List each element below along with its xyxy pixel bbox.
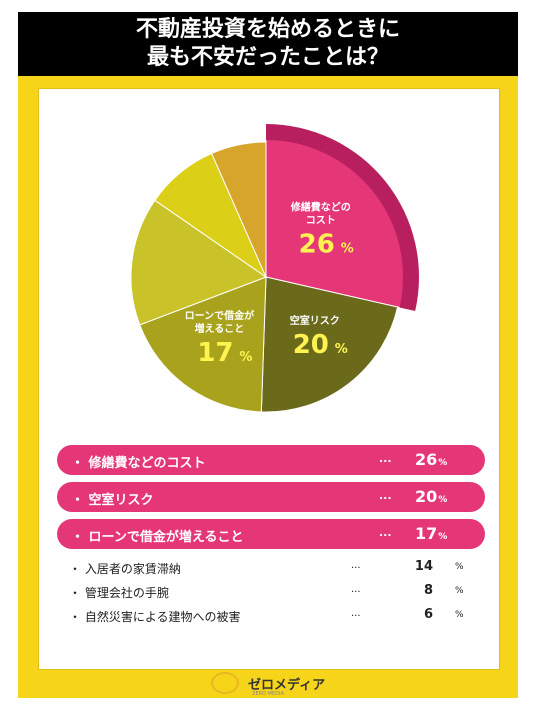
footer: ゼロメディア ZERO MEDIA bbox=[18, 672, 518, 698]
chart-card: 修繕費などの コスト 26% 空室リスク 20% ローンで借金が 増えること 17% ・ 修繕… bbox=[38, 88, 500, 670]
list-item: ・ ローンで借金が増えること... 17% bbox=[57, 519, 485, 549]
list-item-unit: % bbox=[455, 586, 464, 596]
list-item-label: ・ ローンで借金が増えること bbox=[71, 530, 244, 545]
slice-value: 20 bbox=[293, 330, 329, 360]
title-header: 不動産投資を始めるときに 最も不安だったことは？ bbox=[18, 12, 518, 76]
slice-label-text: 増えること bbox=[195, 322, 245, 335]
pie-chart: 修繕費などのコスト 26 % 空室リスク 20 % ローンで借金が増えること 17% bbox=[130, 123, 420, 413]
list-item-value: 8 bbox=[423, 583, 433, 598]
pie-slice bbox=[139, 276, 267, 413]
slice-value: 26 bbox=[299, 229, 335, 259]
slice-label: ローンで借金が増えること 17% bbox=[185, 309, 255, 368]
list-item: ・ 管理会社の手腕... 8% bbox=[57, 580, 485, 604]
slice-label: 修繕費などのコスト 26% bbox=[290, 200, 354, 259]
list-item-value: 20% bbox=[415, 487, 448, 506]
slice-label-text: 修繕費などの bbox=[290, 200, 351, 213]
list-item-value: 17% bbox=[415, 524, 448, 543]
pie-slice bbox=[210, 141, 267, 278]
list-item-label: ・ 空室リスク bbox=[71, 493, 154, 508]
list-item-dots: ... bbox=[379, 489, 392, 502]
logo-icon bbox=[210, 672, 239, 694]
pie-slice-highlight-rim bbox=[266, 124, 419, 312]
logo-subtext: ZERO MEDIA bbox=[252, 691, 284, 697]
slice-unit: % bbox=[341, 241, 354, 256]
list-item-label: ・ 管理会社の手腕 bbox=[69, 586, 169, 600]
title-line-1: 不動産投資を始めるときに bbox=[135, 17, 400, 42]
list-item-dots: ... bbox=[351, 584, 361, 595]
list-item-value: 14 bbox=[414, 559, 433, 574]
title-line-2: 最も不安だったことは？ bbox=[146, 45, 389, 70]
logo-text: ゼロメディア bbox=[248, 677, 326, 693]
slice-unit: % bbox=[239, 350, 252, 365]
slice-unit: % bbox=[335, 342, 348, 357]
list-item: ・ 修繕費などのコスト... 26% bbox=[57, 445, 485, 475]
list-item-label: ・ 修繕費などのコスト bbox=[71, 456, 206, 471]
list-item-dots: ... bbox=[351, 608, 361, 619]
list-item-unit: % bbox=[455, 562, 464, 572]
slice-label-text: 空室リスク bbox=[290, 314, 340, 327]
list-item-value: 6 bbox=[423, 607, 433, 622]
list-item-unit: % bbox=[438, 458, 448, 468]
slice-label-text: ローンで借金が bbox=[185, 309, 255, 322]
list-item-dots: ... bbox=[379, 452, 392, 465]
list-item-label: ・ 自然災害による建物への被害 bbox=[69, 610, 241, 624]
pie-slice bbox=[260, 276, 399, 413]
list-item-unit: % bbox=[438, 532, 448, 542]
list-item: ・ 空室リスク... 20% bbox=[57, 482, 485, 512]
list-item: ・ 自然災害による建物への被害... 6% bbox=[57, 604, 485, 628]
infographic-frame: 不動産投資を始めるときに 最も不安だったことは？ 修繕費などの コスト 26% 空室リ… bbox=[18, 12, 518, 698]
results-list: ・ 修繕費などのコスト... 26% ・ 空室リスク... 20% ・ ローンで借金が増… bbox=[57, 445, 485, 628]
list-item-unit: % bbox=[438, 495, 448, 505]
list-item-dots: ... bbox=[379, 526, 392, 539]
slice-label: 空室リスク 20% bbox=[290, 314, 348, 360]
slice-value: 17 bbox=[197, 338, 233, 368]
list-item: ・ 入居者の家賃滞納... 14% bbox=[57, 556, 485, 580]
list-item-value: 26% bbox=[415, 450, 448, 469]
list-item-dots: ... bbox=[351, 560, 361, 571]
pie-slice bbox=[130, 199, 268, 326]
list-item-label: ・ 入居者の家賃滞納 bbox=[69, 562, 181, 576]
list-item-unit: % bbox=[455, 610, 464, 620]
slice-label-text: コスト bbox=[306, 214, 336, 226]
